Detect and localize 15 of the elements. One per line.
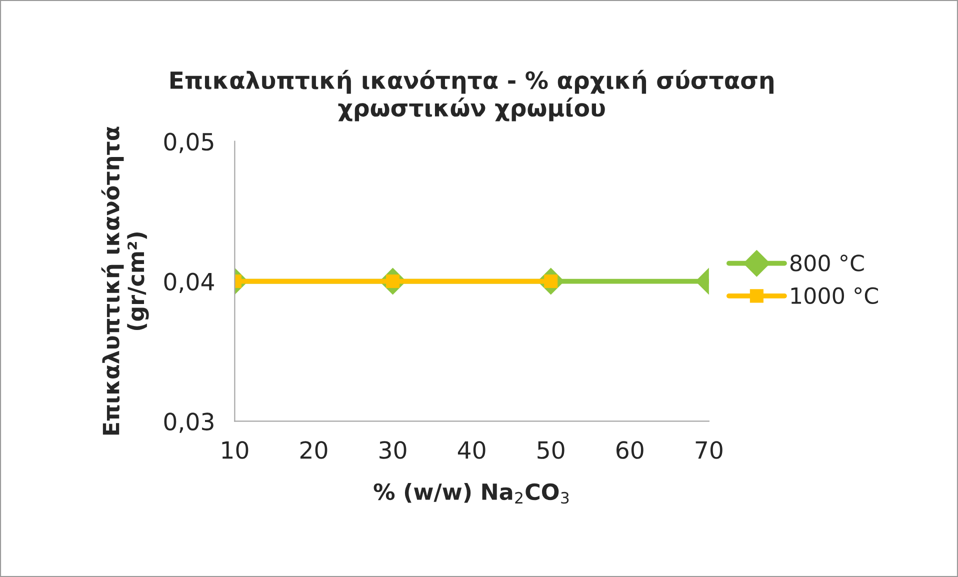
y-tick-label: 0,04 [164, 272, 214, 294]
y-tick-label: 0,05 [164, 132, 214, 154]
x-tick-label: 70 [696, 441, 722, 459]
x-tick-label: 30 [380, 441, 406, 459]
chart-title: Επικαλυπτική ικανότητα - % αρχική σύσταση χρωστικών χρωμίου [170, 70, 774, 122]
x-axis-title: % (w/w) Na$_{2}$CO$_{3}$ [374, 482, 569, 504]
legend-label: 1000 °C [791, 287, 878, 304]
x-tick-label: 50 [538, 441, 564, 459]
legend-label: 800 °C [790, 254, 864, 272]
x-tick-label: 10 [222, 441, 248, 459]
x-tick-label: 20 [300, 441, 328, 459]
y-tick-label: 0,03 [164, 412, 214, 433]
x-tick-label: 60 [616, 441, 644, 459]
y-axis-title: Επικαλυπτική ικανότητα (gr/cm²) [101, 126, 149, 435]
x-tick-label: 40 [458, 441, 486, 459]
